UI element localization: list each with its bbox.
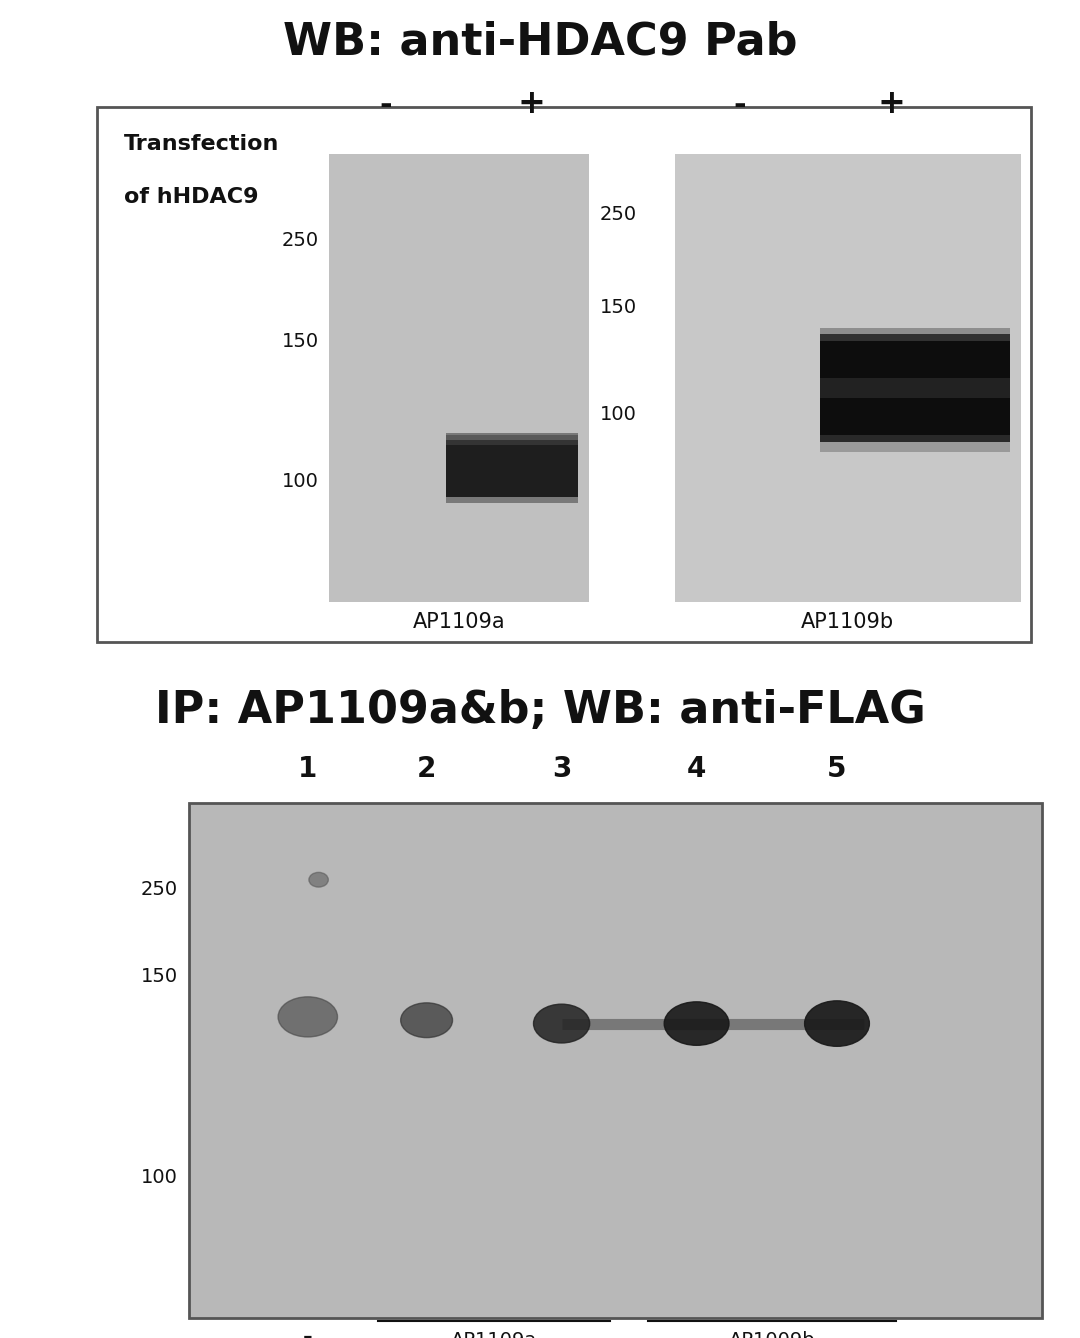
Bar [189, 803, 1042, 1318]
Ellipse shape [401, 1004, 453, 1038]
Bar [189, 803, 1042, 1318]
Text: IP: AP1109a&b; WB: anti-FLAG: IP: AP1109a&b; WB: anti-FLAG [154, 689, 926, 732]
Text: -: - [733, 91, 746, 120]
Text: +: + [877, 87, 905, 120]
Text: AP1109b: AP1109b [801, 613, 894, 633]
Text: AP1109a: AP1109a [451, 1331, 537, 1338]
Bar [446, 435, 578, 446]
Bar [820, 435, 1010, 452]
Bar [329, 154, 589, 602]
Text: 250: 250 [599, 205, 636, 223]
Text: 3: 3 [552, 755, 571, 783]
Ellipse shape [664, 1002, 729, 1045]
Text: 100: 100 [141, 1168, 178, 1187]
Ellipse shape [534, 1004, 590, 1044]
Ellipse shape [309, 872, 328, 887]
Bar [446, 434, 578, 503]
Bar [820, 334, 1010, 442]
Text: 150: 150 [599, 298, 636, 317]
Text: Transfection: Transfection [124, 134, 280, 154]
Text: 5: 5 [827, 755, 847, 783]
Text: 250: 250 [282, 231, 319, 250]
Text: +: + [517, 87, 545, 120]
Text: AP1009b: AP1009b [729, 1331, 815, 1338]
Text: 250: 250 [141, 880, 178, 899]
Text: 1: 1 [298, 755, 318, 783]
Text: 150: 150 [282, 332, 319, 351]
Text: 2: 2 [417, 755, 436, 783]
Text: WB: anti-HDAC9 Pab: WB: anti-HDAC9 Pab [283, 20, 797, 63]
Text: -: - [379, 91, 392, 120]
Bar [820, 328, 1010, 341]
Bar [820, 379, 1010, 399]
Text: 100: 100 [599, 405, 636, 424]
Text: 100: 100 [282, 472, 319, 491]
Text: -: - [302, 1325, 313, 1338]
Ellipse shape [805, 1001, 869, 1046]
Bar [97, 107, 1031, 642]
Bar [446, 440, 578, 496]
Ellipse shape [278, 997, 337, 1037]
Bar [675, 154, 1021, 602]
Text: AP1109a: AP1109a [413, 613, 505, 633]
Text: of hHDAC9: of hHDAC9 [124, 187, 259, 207]
Text: 4: 4 [687, 755, 706, 783]
Text: 150: 150 [141, 967, 178, 986]
